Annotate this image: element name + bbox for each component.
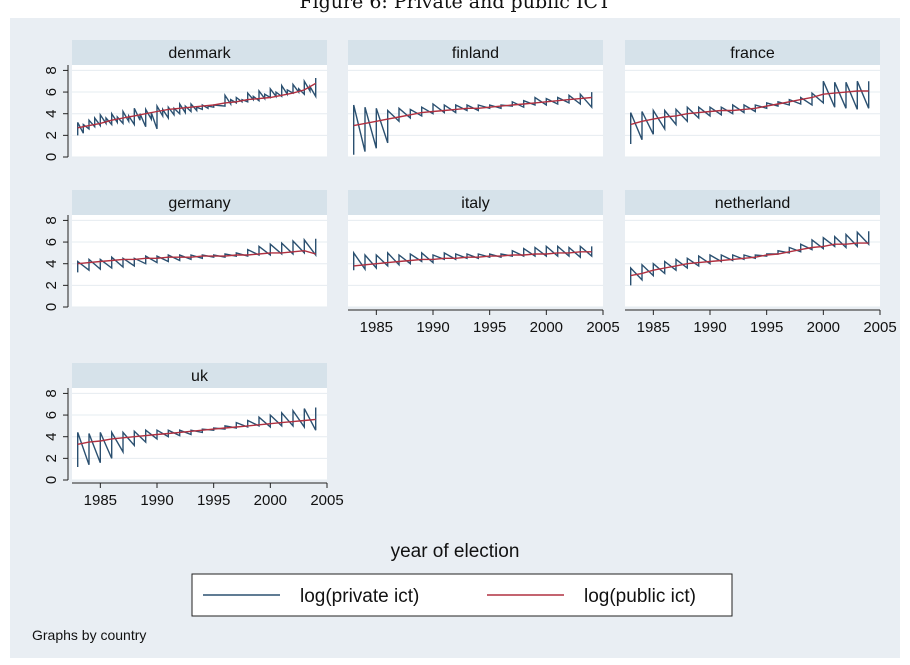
plot-area	[625, 65, 880, 157]
y-tick-label: 6	[43, 88, 60, 96]
panel-title: netherland	[715, 195, 791, 212]
panel-title: germany	[168, 195, 230, 212]
legend-label: log(public ict)	[584, 586, 696, 607]
panels: denmark 0 2 4 6 8 finland france germany 0 2 4 6 8 ita…	[43, 40, 897, 509]
series-public-line	[630, 242, 869, 277]
x-tick-label: 1985	[637, 319, 670, 336]
y-tick-label: 4	[43, 260, 60, 268]
panel-header	[72, 363, 327, 388]
panel-header	[625, 40, 880, 65]
panel-title: france	[730, 45, 775, 62]
y-tick-label: 4	[43, 110, 60, 118]
plot-area	[625, 215, 880, 307]
y-tick-label: 2	[43, 281, 60, 289]
y-tick-label: 8	[43, 389, 60, 397]
panel-header	[348, 40, 603, 65]
x-tick-label: 2000	[530, 319, 563, 336]
panel-title: denmark	[168, 45, 231, 62]
y-tick-label: 2	[43, 131, 60, 139]
panel-france: france	[625, 40, 880, 158]
plot-area	[72, 215, 327, 307]
plot-area	[72, 388, 327, 480]
plot-area	[72, 65, 327, 157]
series-public-line	[353, 251, 592, 267]
panel-finland: finland	[348, 40, 603, 158]
x-axis-label: year of election	[391, 541, 520, 562]
panel-germany: germany 0 2 4 6 8	[43, 190, 327, 311]
y-tick-label: 4	[43, 433, 60, 441]
y-tick-label: 8	[43, 216, 60, 224]
series-private-line	[353, 244, 593, 272]
panel-uk: uk 0 2 4 6 8 1985 1990 1995 2000 2005	[43, 363, 344, 509]
y-tick-label: 0	[43, 476, 60, 484]
y-tick-label: 8	[43, 66, 60, 74]
x-tick-label: 2005	[310, 492, 343, 509]
x-tick-label: 1990	[693, 319, 726, 336]
x-tick-label: 2005	[863, 319, 896, 336]
panel-header	[72, 190, 327, 215]
panel-netherland: netherland 1985 1990 1995 2000 2005	[625, 190, 897, 336]
panel-title: finland	[452, 45, 499, 62]
y-tick-label: 0	[43, 303, 60, 311]
x-tick-label: 1995	[473, 319, 506, 336]
series-public-line	[353, 96, 592, 127]
legend-box	[191, 573, 733, 617]
x-tick-label: 1985	[360, 319, 393, 336]
panel-title: uk	[191, 368, 209, 385]
panel-header	[625, 190, 880, 215]
series-public-line	[77, 82, 317, 129]
y-tick-label: 2	[43, 454, 60, 462]
panel-header	[72, 40, 327, 65]
x-tick-label: 2000	[807, 319, 840, 336]
x-tick-label: 2005	[586, 319, 619, 336]
panel-header	[348, 190, 603, 215]
x-tick-label: 1995	[750, 319, 783, 336]
y-tick-label: 0	[43, 153, 60, 161]
y-tick-label: 6	[43, 238, 60, 246]
series-public-line	[77, 418, 316, 445]
series-public-line	[630, 90, 869, 126]
series-public-line	[77, 249, 316, 265]
graphs-by-note: Graphs by country	[32, 627, 146, 643]
x-tick-label: 1990	[416, 319, 449, 336]
x-tick-label: 1985	[84, 492, 117, 509]
x-tick-label: 2000	[254, 492, 287, 509]
x-tick-label: 1990	[140, 492, 173, 509]
legend-label: log(private ict)	[300, 586, 419, 607]
legend: log(private ict) log(public ict)	[191, 573, 733, 617]
figure-title: Figure 6: Private and public ICT	[299, 0, 611, 13]
panel-title: italy	[461, 195, 489, 212]
plot-area	[348, 215, 603, 307]
panel-italy: italy 1985 1990 1995 2000 2005	[348, 190, 620, 336]
y-tick-label: 6	[43, 411, 60, 419]
panel-denmark: denmark 0 2 4 6 8	[43, 40, 327, 161]
x-tick-label: 1995	[197, 492, 230, 509]
plot-area	[348, 65, 603, 157]
